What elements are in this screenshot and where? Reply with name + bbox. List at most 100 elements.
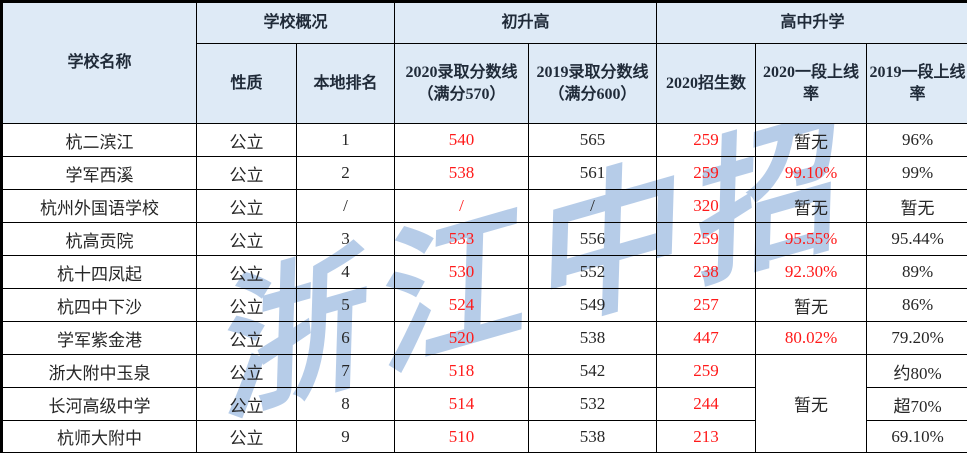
cell-2020-cutoff: 510 xyxy=(394,420,530,453)
cell-2020-tier1-rate: 暂无 xyxy=(755,123,868,157)
cell-2020-enrollment: 259 xyxy=(656,156,757,190)
cell-2020-cutoff: 518 xyxy=(394,354,530,388)
cell-2020-tier1-rate: 92.30% xyxy=(755,255,868,289)
cell-2020-enrollment: 447 xyxy=(656,321,757,355)
cell-local-rank: 1 xyxy=(295,123,396,157)
cell-2019-cutoff: 538 xyxy=(528,321,658,355)
cell-2020-cutoff: 524 xyxy=(394,288,530,322)
cell-2019-cutoff: 542 xyxy=(528,354,658,388)
table-row: 杭四中下沙 公立 5 524 549 257 暂无 86% xyxy=(1,288,967,322)
table-row: 杭州外国语学校 公立 / / / 320 暂无 暂无 xyxy=(1,189,967,223)
cell-2019-cutoff: 552 xyxy=(528,255,658,289)
cell-school-name: 杭四中下沙 xyxy=(1,288,197,322)
cell-nature: 公立 xyxy=(196,420,297,453)
header-group-row: 学校名称 学校概况 初升高 高中升学 xyxy=(1,1,967,124)
cell-local-rank: 4 xyxy=(295,255,396,289)
cell-2019-tier1-rate: 超70% xyxy=(866,387,967,421)
cell-2020-enrollment: 244 xyxy=(656,387,757,421)
cell-2019-cutoff: 532 xyxy=(528,387,658,421)
cell-school-name: 杭州外国语学校 xyxy=(1,189,197,223)
col-header-2020-enrollment: 2020招生数 xyxy=(656,43,757,124)
cell-school-name: 学军紫金港 xyxy=(1,321,197,355)
cell-2019-tier1-rate: 79.20% xyxy=(866,321,967,355)
header-sub-row: 性质 本地排名 2020录取分数线（满分570） 2019录取分数线（满分600… xyxy=(2,43,967,124)
col-header-nature: 性质 xyxy=(196,43,297,124)
cell-school-name: 杭高贡院 xyxy=(1,222,197,256)
cell-2020-cutoff: 533 xyxy=(394,222,530,256)
cell-2019-tier1-rate: 99% xyxy=(866,156,967,190)
cell-2020-enrollment: 320 xyxy=(656,189,757,223)
cell-2019-tier1-rate: 96% xyxy=(866,123,967,157)
cell-2019-cutoff: 538 xyxy=(528,420,658,453)
col-header-2020-tier1-rate: 2020一段上线率 xyxy=(755,43,868,124)
cell-2020-enrollment: 259 xyxy=(656,123,757,157)
header-group-junior-to-senior: 初升高 xyxy=(394,1,658,44)
col-header-school-name: 学校名称 xyxy=(1,1,197,124)
cell-nature: 公立 xyxy=(196,354,297,388)
cell-2020-cutoff: / xyxy=(394,189,530,223)
cell-2020-cutoff: 520 xyxy=(394,321,530,355)
cell-nature: 公立 xyxy=(196,387,297,421)
cell-school-name: 杭师大附中 xyxy=(1,420,197,453)
cell-local-rank: 5 xyxy=(295,288,396,322)
cell-nature: 公立 xyxy=(196,189,297,223)
cell-school-name: 长河高级中学 xyxy=(1,387,197,421)
cell-2020-tier1-rate: 暂无 xyxy=(755,288,868,322)
cell-2020-cutoff: 530 xyxy=(394,255,530,289)
cell-2019-tier1-rate: 89% xyxy=(866,255,967,289)
cell-2019-cutoff: / xyxy=(528,189,658,223)
table-row: 浙大附中玉泉 公立 7 518 542 259 暂无 约80% xyxy=(1,354,967,453)
cell-school-name: 学军西溪 xyxy=(1,156,197,190)
cell-2019-tier1-rate: 约80% xyxy=(866,354,967,388)
col-header-2020-cutoff: 2020录取分数线（满分570） xyxy=(394,43,530,124)
cell-2020-cutoff: 538 xyxy=(394,156,530,190)
cell-2019-tier1-rate: 暂无 xyxy=(866,189,967,223)
cell-2020-enrollment: 259 xyxy=(656,222,757,256)
table-row: 学军紫金港 公立 6 520 538 447 80.02% 79.20% xyxy=(1,321,967,355)
header-group-overview: 学校概况 xyxy=(195,1,396,44)
col-header-2019-cutoff: 2019录取分数线（满分600） xyxy=(528,43,658,124)
col-header-local-rank: 本地排名 xyxy=(295,43,396,124)
cell-local-rank: / xyxy=(295,189,396,223)
cell-local-rank: 7 xyxy=(295,354,396,388)
cell-2019-cutoff: 561 xyxy=(528,156,658,190)
cell-2020-enrollment: 259 xyxy=(656,354,757,388)
cell-2019-cutoff: 556 xyxy=(528,222,658,256)
cell-local-rank: 6 xyxy=(295,321,396,355)
table-row: 学军西溪 公立 2 538 561 259 99.10% 99% xyxy=(1,156,967,190)
cell-local-rank: 2 xyxy=(295,156,396,190)
cell-local-rank: 9 xyxy=(295,420,396,453)
cell-2019-cutoff: 549 xyxy=(528,288,658,322)
cell-2020-tier1-rate: 80.02% xyxy=(755,321,868,355)
cell-2019-cutoff: 565 xyxy=(528,123,658,157)
cell-2020-cutoff: 540 xyxy=(394,123,530,157)
cell-school-name: 浙大附中玉泉 xyxy=(1,354,197,388)
cell-local-rank: 3 xyxy=(295,222,396,256)
cell-2020-enrollment: 257 xyxy=(656,288,757,322)
cell-2019-tier1-rate: 95.44% xyxy=(866,222,967,256)
cell-nature: 公立 xyxy=(196,288,297,322)
cell-local-rank: 8 xyxy=(295,387,396,421)
cell-nature: 公立 xyxy=(196,123,297,157)
cell-2020-enrollment: 238 xyxy=(656,255,757,289)
cell-school-name: 杭十四凤起 xyxy=(1,255,197,289)
cell-2020-tier1-rate: 99.10% xyxy=(755,156,868,190)
cell-2019-tier1-rate: 69.10% xyxy=(866,420,967,453)
cell-school-name: 杭二滨江 xyxy=(1,123,197,157)
cell-nature: 公立 xyxy=(196,255,297,289)
header-group-senior-progression: 高中升学 xyxy=(656,1,967,44)
cell-2020-tier1-rate: 95.55% xyxy=(755,222,868,256)
cell-nature: 公立 xyxy=(196,222,297,256)
cell-nature: 公立 xyxy=(196,321,297,355)
cell-2020-tier1-rate: 暂无 xyxy=(755,189,868,223)
table-row: 杭十四凤起 公立 4 530 552 238 92.30% 89% xyxy=(1,255,967,289)
cell-2020-tier1-rate-merged: 暂无 xyxy=(755,354,868,453)
cell-2019-tier1-rate: 86% xyxy=(866,288,967,322)
table-row: 杭二滨江 公立 1 540 565 259 暂无 96% xyxy=(1,123,967,157)
cell-nature: 公立 xyxy=(196,156,297,190)
table-row: 杭高贡院 公立 3 533 556 259 95.55% 95.44% xyxy=(1,222,967,256)
cell-2020-enrollment: 213 xyxy=(656,420,757,453)
col-header-2019-tier1-rate: 2019一段上线率 xyxy=(866,43,967,124)
